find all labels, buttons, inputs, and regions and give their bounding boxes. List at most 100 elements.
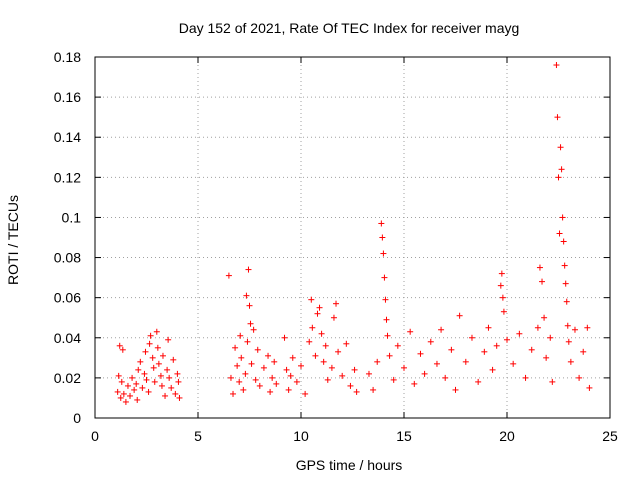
data-point	[225, 272, 232, 279]
data-point	[401, 364, 407, 371]
data-point	[146, 340, 153, 347]
data-point	[365, 370, 372, 377]
data-point	[452, 386, 459, 393]
y-tick-label: 0.16	[54, 89, 81, 105]
data-point	[245, 266, 252, 273]
data-point	[153, 328, 160, 335]
data-point	[567, 358, 574, 365]
data-point	[489, 366, 496, 373]
data-point	[553, 62, 560, 69]
data-point	[564, 322, 571, 329]
data-point	[427, 338, 434, 345]
x-tick-label: 0	[91, 428, 99, 444]
plot-frame	[94, 56, 611, 419]
data-point	[312, 352, 319, 359]
data-point	[456, 312, 463, 319]
data-point	[438, 326, 445, 333]
data-point	[556, 230, 563, 237]
data-point	[547, 334, 554, 341]
data-point	[351, 366, 358, 373]
data-point	[129, 374, 136, 381]
data-point	[150, 364, 157, 371]
data-point	[510, 360, 517, 367]
data-point	[562, 280, 569, 287]
data-point	[448, 346, 455, 353]
data-point	[157, 372, 164, 379]
data-point	[159, 352, 166, 359]
axis-ticks: 0 5 10 15 20 25 0 0.02 0.04 0.06 0.08 0.1 0.12 0.14 0.…	[54, 49, 618, 444]
data-point	[576, 374, 583, 381]
data-point	[170, 356, 177, 363]
data-point	[330, 314, 337, 321]
data-point	[273, 380, 280, 387]
data-point	[154, 344, 161, 351]
data-point	[162, 392, 169, 399]
x-axis-label: GPS time / hours	[296, 457, 403, 473]
data-point	[559, 214, 566, 221]
data-point	[122, 398, 129, 405]
data-point	[343, 340, 350, 347]
data-point	[260, 364, 267, 371]
data-point	[374, 358, 381, 365]
data-point	[285, 386, 292, 393]
data-point	[265, 352, 272, 359]
data-point	[536, 264, 543, 271]
data-point	[246, 302, 253, 309]
data-point	[172, 390, 179, 397]
data-point	[137, 358, 144, 365]
data-point	[165, 336, 172, 343]
data-point	[236, 378, 243, 385]
data-point	[339, 372, 346, 379]
data-point	[561, 262, 568, 269]
data-point	[382, 296, 389, 303]
data-point	[328, 364, 335, 371]
data-point	[250, 326, 257, 333]
x-tick-label: 15	[396, 428, 412, 444]
data-point	[247, 320, 254, 327]
data-point	[500, 308, 507, 315]
data-point	[175, 378, 182, 385]
data-point	[539, 278, 546, 285]
data-point	[565, 338, 572, 345]
data-point	[584, 324, 591, 331]
y-tick-label: 0.18	[54, 49, 81, 65]
data-point	[549, 378, 556, 385]
data-point	[120, 390, 127, 397]
data-point	[306, 338, 313, 345]
y-tick-label: 0.08	[54, 250, 81, 266]
data-point	[417, 350, 424, 357]
data-point	[411, 380, 418, 387]
x-tick-label: 25	[602, 428, 618, 444]
data-point	[541, 314, 548, 321]
data-point	[534, 324, 541, 331]
data-point	[333, 300, 340, 307]
data-point	[133, 380, 140, 387]
data-point	[252, 376, 259, 383]
data-point	[176, 394, 183, 401]
data-point	[586, 384, 593, 391]
data-point	[335, 348, 342, 355]
data-point	[124, 382, 131, 389]
data-point	[238, 354, 245, 361]
data-point	[563, 298, 570, 305]
data-point	[462, 358, 469, 365]
data-point	[316, 304, 323, 311]
data-point	[131, 386, 138, 393]
data-point	[244, 338, 251, 345]
data-point	[254, 346, 261, 353]
data-point	[504, 336, 510, 343]
data-point	[134, 396, 141, 403]
data-point	[281, 334, 288, 341]
data-point	[543, 354, 550, 361]
data-point	[379, 234, 386, 241]
data-point	[164, 366, 171, 373]
data-point	[114, 388, 121, 395]
x-tick-label: 5	[194, 428, 202, 444]
data-point	[318, 330, 325, 337]
data-point	[555, 174, 562, 181]
y-tick-label: 0.1	[62, 209, 82, 225]
data-point	[248, 360, 255, 367]
data-point	[314, 310, 321, 317]
data-point	[149, 354, 156, 361]
